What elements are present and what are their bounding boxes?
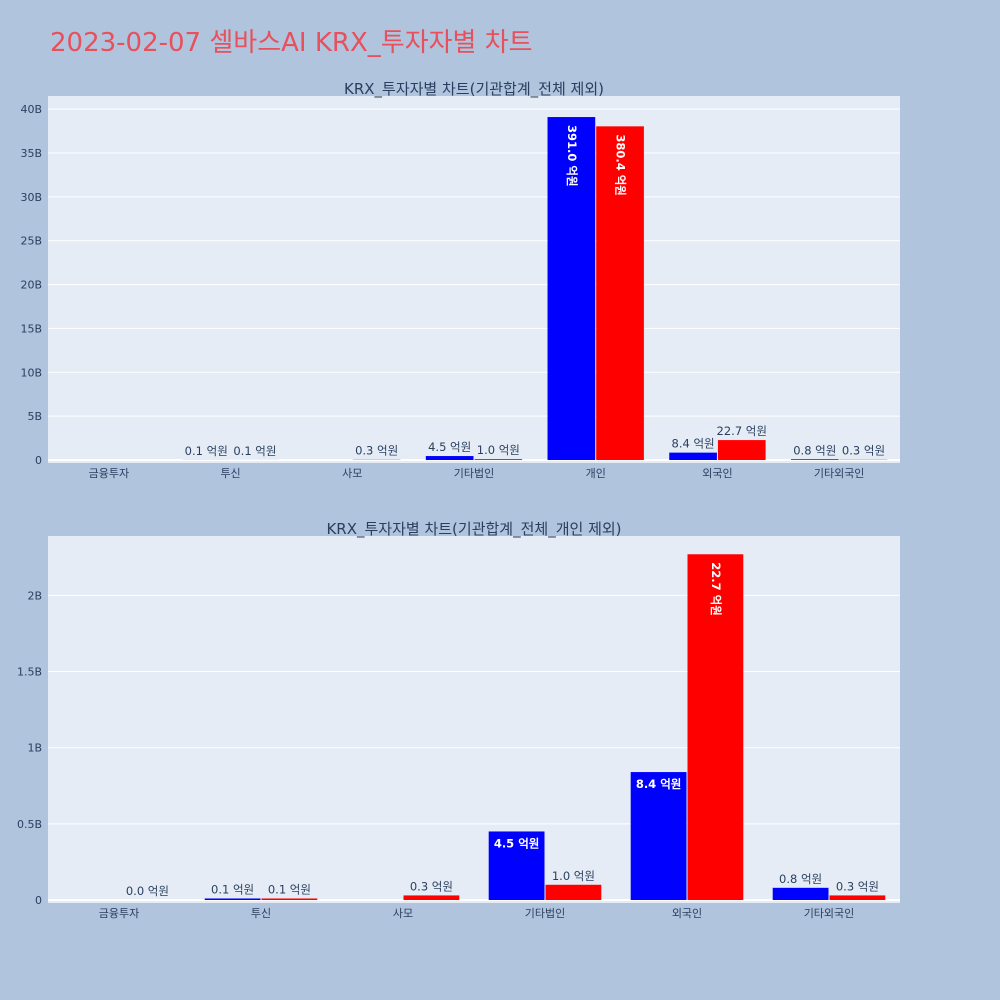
x-axis: 금융투자 투신 사모 기타법인 개인 외국인 기타외국인 [89,467,865,480]
y-tick-label: 0.5B [17,818,42,831]
x-tick-label: 투신 [220,467,240,480]
bar [630,772,687,900]
data-labels: 0.1 억원 0.1 억원 0.3 억원 4.5 억원 1.0 억원 391.0 억원 38… [185,125,885,458]
y-tick-label: 25B [20,235,42,248]
page-title: 2023-02-07 셀바스AI KRX_투자자별 차트 [50,28,533,58]
data-label: 0.1 억원 [211,882,254,896]
y-tick-label: 1.5B [17,666,42,679]
y-tick-label: 0 [35,454,42,467]
y-axis: 0 5B 10B 15B 20B 25B 30B 35B 40B [20,103,42,467]
chart-title: KRX_투자자별 차트(기관합계_전체 제외) [344,80,604,99]
bar [687,554,744,900]
data-label: 1.0 억원 [552,869,595,883]
x-tick-label: 기타법인 [525,907,565,920]
data-label: 0.1 억원 [268,882,311,896]
x-tick-label: 사모 [342,467,362,480]
data-label: 0.8 억원 [779,872,822,886]
x-tick-label: 외국인 [672,907,702,920]
chart-bottom: 0.0 억원 0.1 억원 0.1 억원 0.3 억원 4.5 억원 1.0 억원 8.4 … [17,520,900,920]
y-tick-label: 0 [35,894,42,907]
data-label: 0.1 억원 [233,444,276,458]
data-label: 22.7 억원 [709,562,723,616]
x-tick-label: 기타외국인 [814,467,865,480]
y-tick-label: 30B [20,191,42,204]
data-label: 22.7 억원 [717,424,767,438]
x-tick-label: 개인 [586,467,606,480]
bar [790,459,839,460]
data-label: 8.4 억원 [672,437,715,451]
x-tick-label: 외국인 [702,467,732,480]
y-tick-label: 2B [27,589,42,602]
chart-title: KRX_투자자별 차트(기관합계_전체_개인 제외) [326,520,621,539]
y-tick-label: 40B [20,103,42,116]
y-tick-label: 10B [20,366,42,379]
y-tick-label: 35B [20,147,42,160]
bar [261,898,318,900]
bar [717,440,766,460]
x-tick-label: 금융투자 [99,907,139,920]
data-label: 0.1 억원 [185,444,228,458]
data-label: 1.0 억원 [477,443,520,457]
y-tick-label: 5B [27,410,42,423]
bar [545,884,602,900]
data-label: 4.5 억원 [494,836,540,850]
bar [669,452,717,460]
bar [829,895,886,900]
bar [547,117,596,461]
bars [182,117,888,461]
chart-top: 0.1 억원 0.1 억원 0.3 억원 4.5 억원 1.0 억원 391.0 억원 38… [20,80,900,480]
x-tick-label: 기타외국인 [804,907,855,920]
bar [488,831,545,900]
plot-area [48,96,900,463]
data-labels: 0.0 억원 0.1 억원 0.1 억원 0.3 억원 4.5 억원 1.0 억원 8.4 … [126,562,879,898]
data-label: 0.0 억원 [126,884,169,898]
data-label: 0.3 억원 [836,879,879,893]
bar [474,459,523,460]
data-label: 0.3 억원 [410,879,453,893]
x-tick-label: 금융투자 [89,467,129,480]
data-label: 4.5 억원 [428,440,471,454]
data-label: 0.3 억원 [355,444,398,458]
x-tick-label: 투신 [251,907,271,920]
data-label: 0.3 억원 [842,444,885,458]
bars [204,554,886,900]
data-label: 380.4 억원 [614,134,628,196]
bar [425,456,474,460]
bar [204,898,261,900]
bar [403,895,460,900]
x-axis: 금융투자 투신 사모 기타법인 외국인 기타외국인 [99,907,855,920]
x-tick-label: 기타법인 [454,467,494,480]
x-tick-label: 사모 [393,907,413,920]
y-axis: 0 0.5B 1B 1.5B 2B [17,589,42,907]
y-tick-label: 15B [20,322,42,335]
y-tick-label: 20B [20,279,42,292]
bar [772,887,829,900]
data-label: 0.8 억원 [793,443,836,457]
plot-area [48,536,900,903]
data-label: 391.0 억원 [565,125,579,187]
bar [596,126,644,460]
y-tick-label: 1B [27,742,42,755]
data-label: 8.4 억원 [636,777,682,791]
grid-lines [48,594,900,901]
